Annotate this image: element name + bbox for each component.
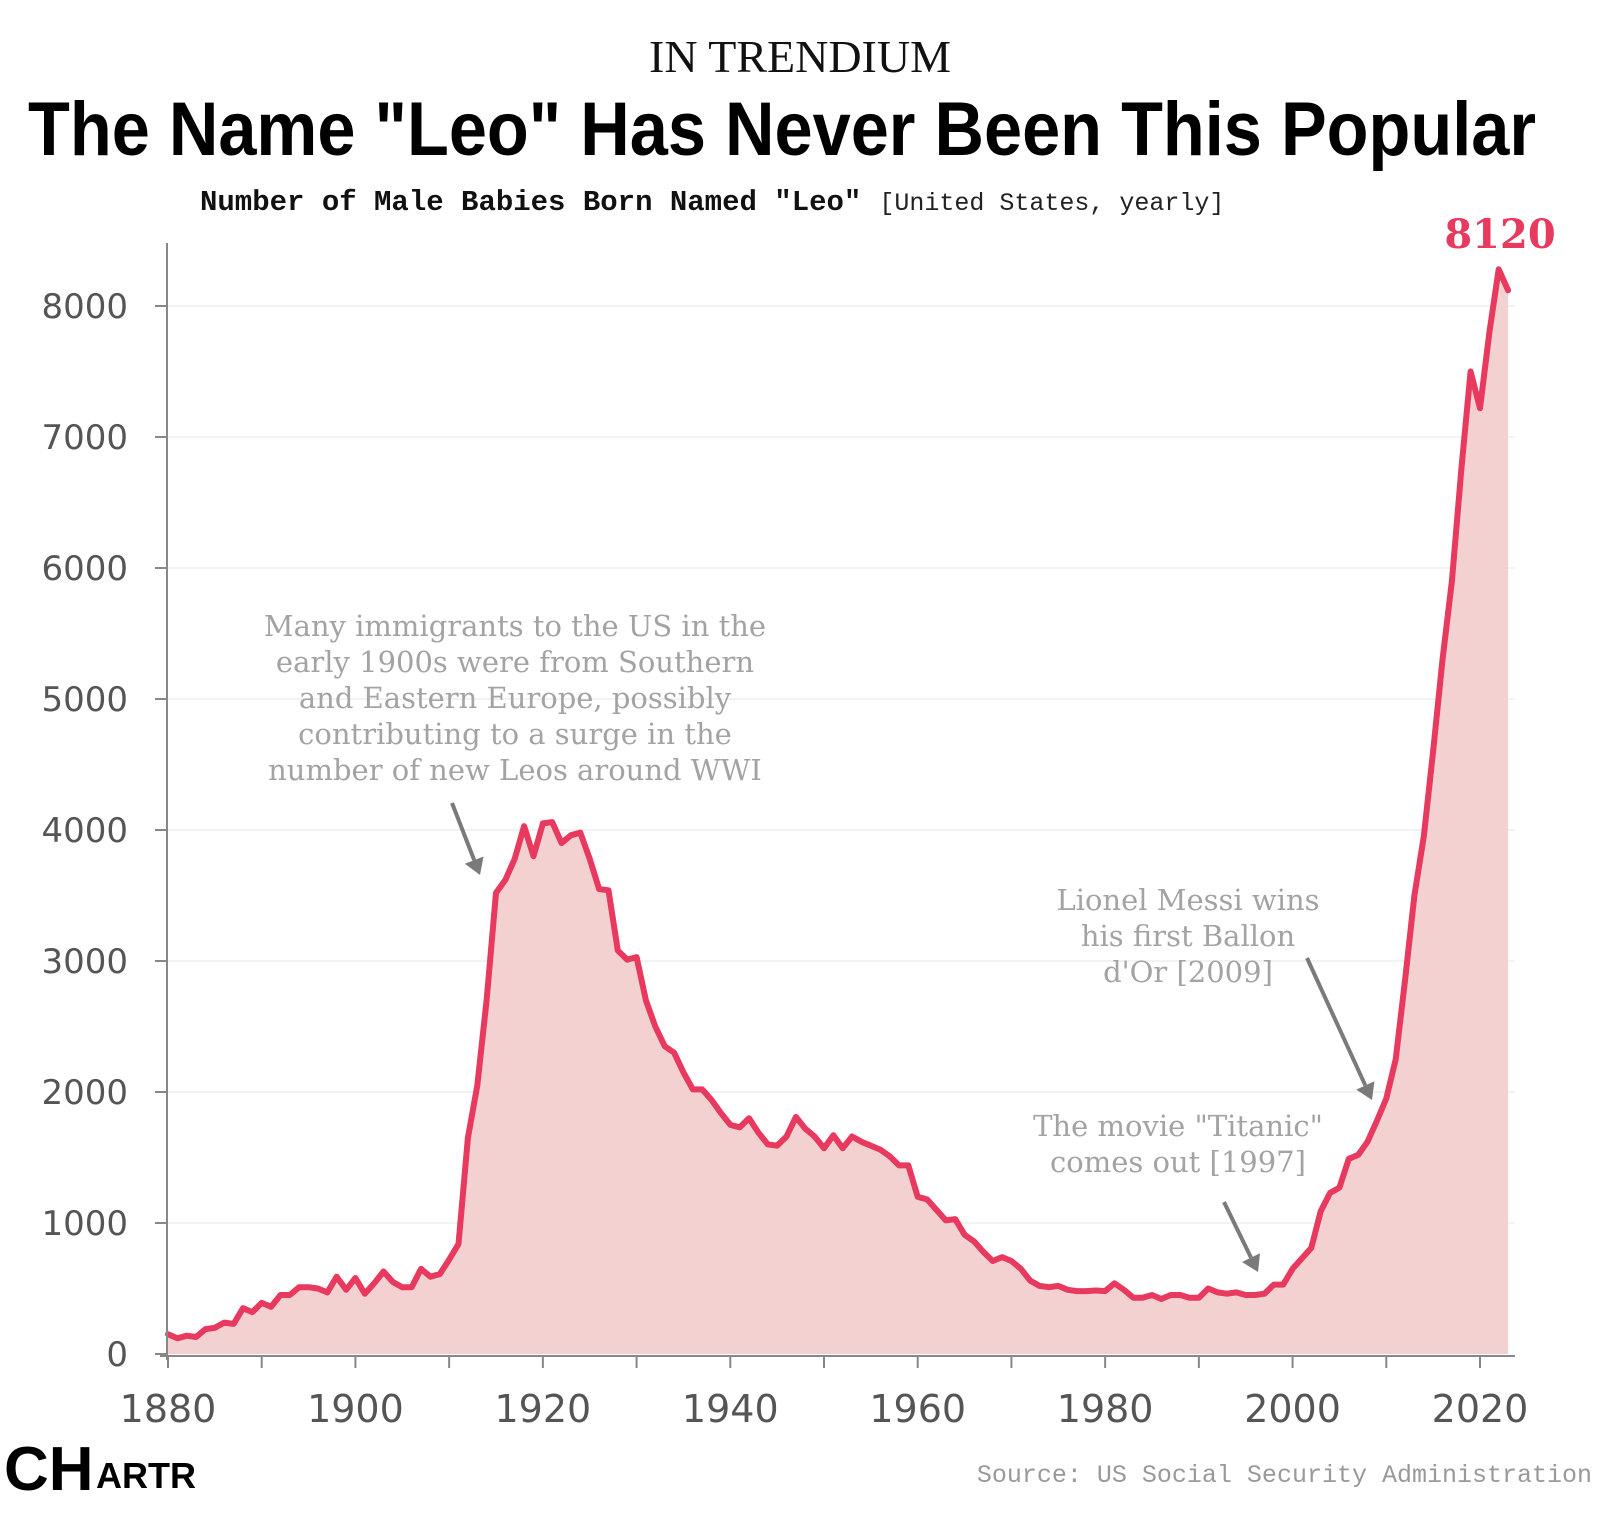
- y-tick-label: 2000: [41, 1073, 128, 1113]
- arrow-shaft: [450, 802, 477, 861]
- x-tick-label: 1900: [307, 1387, 404, 1431]
- y-tick-label: 5000: [41, 680, 128, 720]
- y-tick-label: 3000: [41, 942, 128, 982]
- annotation-text: Lionel Messi wins: [1056, 883, 1319, 917]
- annotation-text: his first Ballon: [1081, 919, 1295, 953]
- source-note: Source: US Social Security Administratio…: [977, 1461, 1592, 1490]
- peak-label: 8120: [1444, 211, 1555, 258]
- x-tick-label: 1920: [494, 1387, 591, 1431]
- subtitle-main: Number of Male Babies Born Named "Leo": [200, 186, 861, 219]
- annotation-text: The movie "Titanic": [1033, 1109, 1323, 1143]
- y-tick-label: 4000: [41, 811, 128, 851]
- x-tick-label: 2020: [1432, 1387, 1529, 1431]
- chart-title: The Name "Leo" Has Never Been This Popul…: [28, 87, 1536, 172]
- annotation-text: early 1900s were from Southern: [276, 645, 754, 679]
- arrow-head-icon: [1356, 1081, 1375, 1100]
- kicker: IN TRENDIUM: [649, 31, 951, 82]
- x-tick-label: 1980: [1057, 1387, 1154, 1431]
- annotation-text: Many immigrants to the US in the: [264, 609, 766, 643]
- annotation: The movie "Titanic"comes out [1997]: [1033, 1109, 1323, 1272]
- x-tick-label: 1940: [682, 1387, 779, 1431]
- y-tick-label: 1000: [41, 1204, 128, 1244]
- arrow-head-icon: [464, 856, 484, 875]
- subtitle-note: [United States, yearly]: [879, 189, 1224, 218]
- y-tick-label: 0: [106, 1335, 128, 1375]
- arrow-shaft: [1222, 1201, 1253, 1259]
- x-tick-label: 2000: [1244, 1387, 1341, 1431]
- y-tick-label: 6000: [41, 549, 128, 589]
- annotation-text: d'Or [2009]: [1103, 955, 1273, 989]
- x-tick-label: 1960: [869, 1387, 966, 1431]
- series-line: [165, 266, 1512, 1342]
- logo-ch: CH: [4, 1435, 94, 1504]
- arrow-head-icon: [1242, 1253, 1261, 1272]
- logo-artr: ARTR: [96, 1455, 196, 1496]
- y-tick-label: 8000: [41, 287, 128, 327]
- axes: 0 1000 2000 3000 4000 5000 6000 7000 8000 1880 190…: [41, 243, 1528, 1431]
- chartr-logo: CH ARTR: [4, 1435, 196, 1504]
- chart-subtitle: Number of Male Babies Born Named "Leo" […: [200, 186, 1224, 219]
- arrow-shaft: [1305, 957, 1368, 1087]
- annotation-text: comes out [1997]: [1050, 1145, 1306, 1179]
- area-fill: [168, 269, 1509, 1354]
- annotation-text: number of new Leos around WWI: [268, 753, 762, 787]
- annotation-text: contributing to a surge in the: [298, 717, 732, 751]
- y-tick-label: 7000: [41, 418, 128, 458]
- gridlines: [168, 305, 1515, 1224]
- x-tick-label: 1880: [120, 1387, 217, 1431]
- annotation-text: and Eastern Europe, possibly: [299, 681, 732, 715]
